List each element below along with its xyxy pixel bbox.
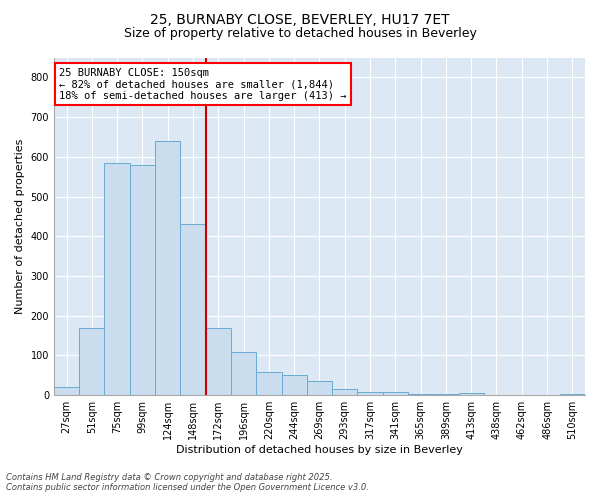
Text: 25, BURNABY CLOSE, BEVERLEY, HU17 7ET: 25, BURNABY CLOSE, BEVERLEY, HU17 7ET bbox=[150, 12, 450, 26]
Text: Contains HM Land Registry data © Crown copyright and database right 2025.
Contai: Contains HM Land Registry data © Crown c… bbox=[6, 473, 369, 492]
Bar bbox=[281, 376, 307, 395]
Y-axis label: Number of detached properties: Number of detached properties bbox=[15, 138, 25, 314]
Bar bbox=[332, 389, 358, 395]
Bar bbox=[206, 328, 231, 395]
Bar bbox=[130, 165, 155, 395]
Text: Size of property relative to detached houses in Beverley: Size of property relative to detached ho… bbox=[124, 28, 476, 40]
Bar bbox=[307, 382, 332, 395]
Bar bbox=[104, 163, 130, 395]
Bar bbox=[155, 141, 181, 395]
Bar bbox=[256, 372, 281, 395]
Bar bbox=[408, 394, 433, 395]
Bar bbox=[433, 394, 458, 395]
Bar bbox=[358, 392, 383, 395]
Text: 25 BURNABY CLOSE: 150sqm
← 82% of detached houses are smaller (1,844)
18% of sem: 25 BURNABY CLOSE: 150sqm ← 82% of detach… bbox=[59, 68, 347, 101]
Bar bbox=[231, 352, 256, 395]
Bar bbox=[181, 224, 206, 395]
Bar bbox=[383, 392, 408, 395]
Bar bbox=[54, 388, 79, 395]
Bar bbox=[458, 393, 484, 395]
X-axis label: Distribution of detached houses by size in Beverley: Distribution of detached houses by size … bbox=[176, 445, 463, 455]
Bar bbox=[79, 328, 104, 395]
Bar bbox=[560, 394, 585, 395]
